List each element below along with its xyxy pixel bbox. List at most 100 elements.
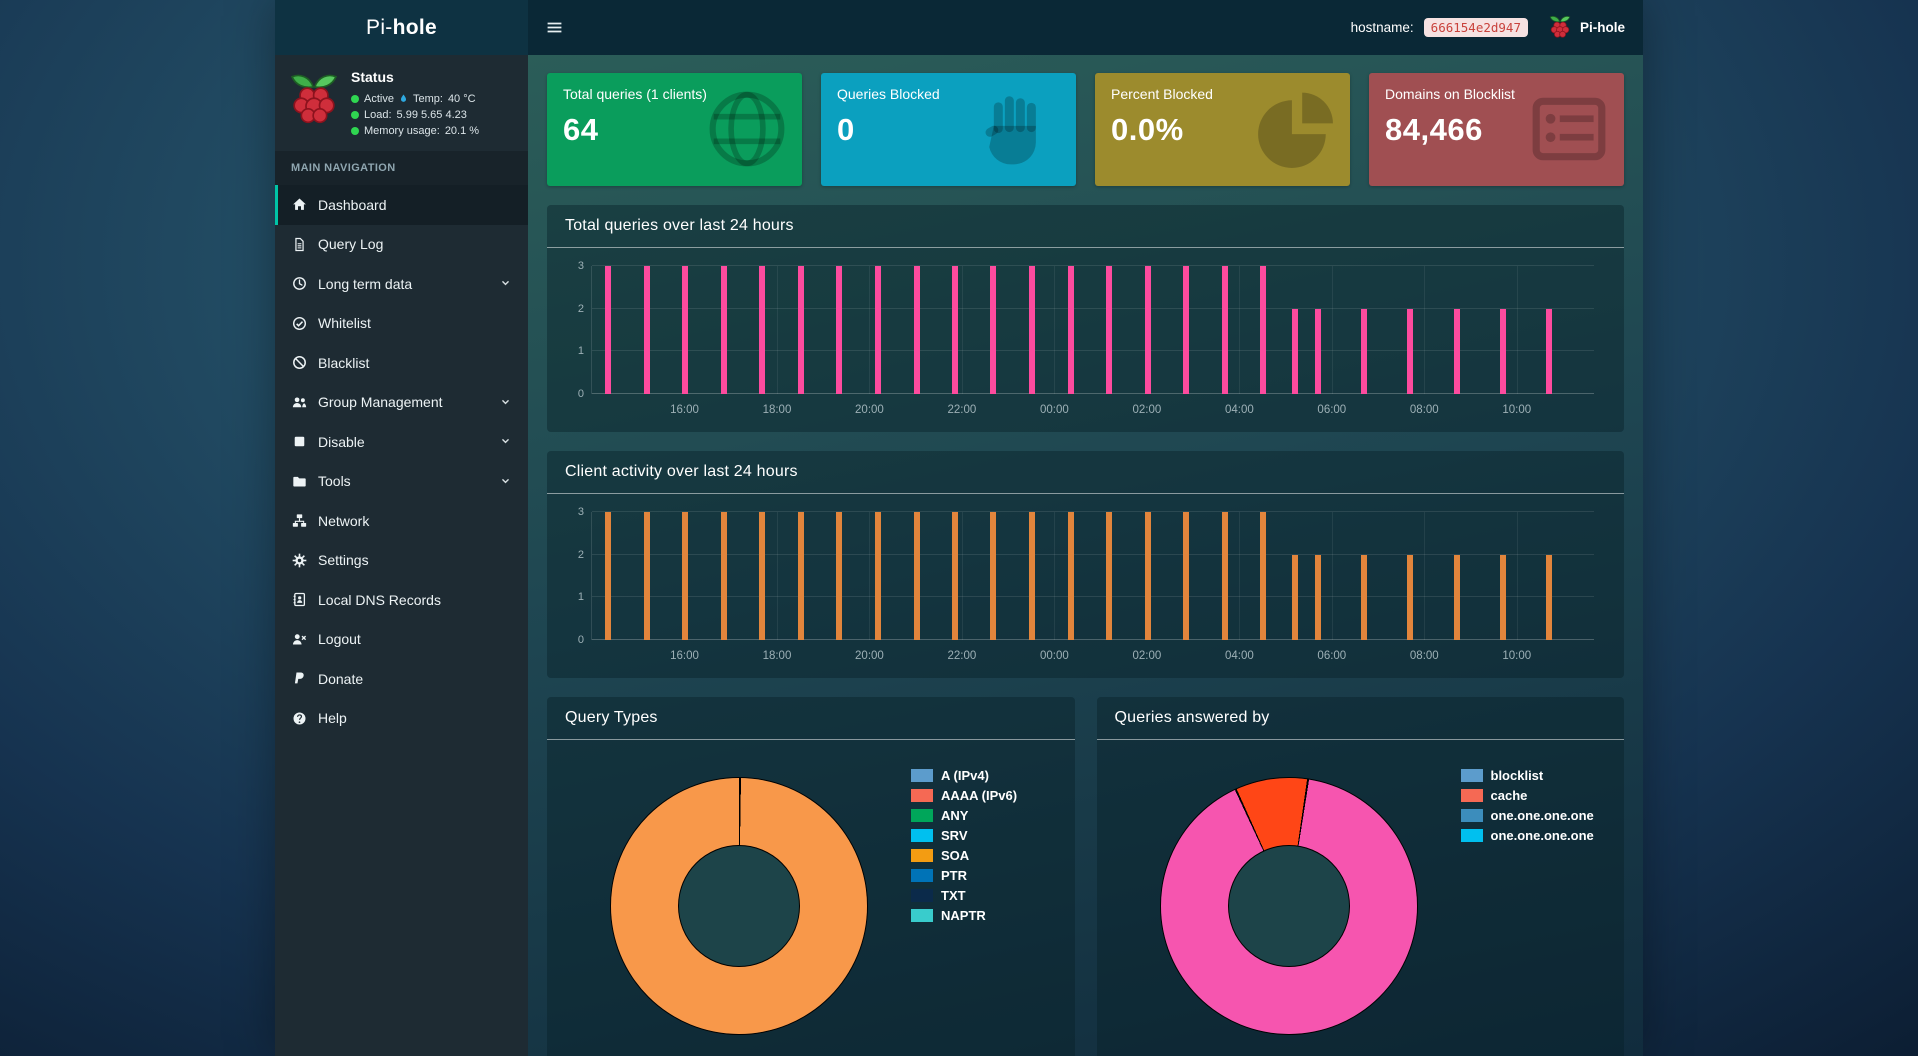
stat-card-queries-blocked[interactable]: Queries Blocked 0 (821, 73, 1076, 186)
legend-item[interactable]: SRV (911, 828, 1017, 843)
stat-card-total-queries[interactable]: Total queries (1 clients) 64 (547, 73, 802, 186)
total-queries-panel: Total queries over last 24 hours 0 1 2 3 16:… (547, 205, 1624, 432)
chart-bar (1029, 266, 1036, 394)
legend-item[interactable]: PTR (911, 868, 1017, 883)
chevron-down-icon (497, 436, 514, 447)
client-activity-chart[interactable]: 0 1 2 3 16:00 18:00 20:00 22:00 00:00 02:00 04:00 0… (578, 506, 1594, 662)
legend-swatch (911, 849, 933, 862)
sidebar-item-label: Donate (318, 670, 364, 687)
chart-bar (1407, 308, 1414, 394)
chart-bar (1067, 266, 1074, 394)
sidebar-item-query-log[interactable]: Query Log (275, 225, 528, 265)
sidebar-item-label: Query Log (318, 236, 384, 253)
legend-label: PTR (941, 868, 967, 883)
legend-label: SRV (941, 828, 968, 843)
y-tick-label: 3 (577, 506, 584, 518)
sidebar-toggle-button[interactable] (528, 0, 580, 55)
chevron-down-icon (497, 476, 514, 487)
queries-answered-donut[interactable] (1160, 778, 1417, 1034)
legend-item[interactable]: TXT (911, 888, 1017, 903)
sidebar-item-blacklist[interactable]: Blacklist (275, 343, 528, 383)
panel-body: A (IPv4) AAAA (IPv6) ANY SRV SOA PTR TXT NAPTR (547, 740, 1075, 1048)
sidebar-item-label: Dashboard (318, 196, 387, 213)
legend-item[interactable]: A (IPv4) (911, 768, 1017, 783)
chart-plot[interactable]: 0 1 2 3 16:00 18:00 20:00 22:00 00:00 02:00 04:00 0… (578, 506, 1594, 662)
legend-item[interactable]: blocklist (1460, 768, 1594, 783)
home-icon (291, 197, 308, 212)
legend-item[interactable]: SOA (911, 848, 1017, 863)
clock-icon (291, 276, 308, 291)
query-types-donut[interactable] (611, 778, 867, 1034)
chart-bar (1361, 554, 1368, 640)
sidebar-item-label: Whitelist (318, 315, 371, 332)
legend-item[interactable]: ANY (911, 808, 1017, 823)
stat-card-domains-blocklist[interactable]: Domains on Blocklist 84,466 (1369, 73, 1624, 186)
chevron-down-icon (497, 397, 514, 408)
chart-bar (1314, 308, 1321, 394)
sidebar-item-network[interactable]: Network (275, 501, 528, 541)
total-queries-chart[interactable]: 0 1 2 3 16:00 18:00 20:00 22:00 00:00 02:00 04:00 0… (578, 260, 1594, 416)
x-tick-label: 08:00 (1409, 404, 1439, 416)
chart-bar (759, 266, 766, 394)
x-tick-label: 18:00 (762, 650, 792, 662)
chart-bar (605, 512, 612, 640)
question-circle-icon (291, 711, 308, 726)
sidebar-item-settings[interactable]: Settings (275, 541, 528, 581)
chart-bar (951, 266, 958, 394)
y-tick-label: 0 (577, 388, 584, 400)
chart-plot[interactable]: 0 1 2 3 16:00 18:00 20:00 22:00 00:00 02:00 04:00 0… (578, 260, 1594, 416)
sidebar-item-dashboard[interactable]: Dashboard (275, 185, 528, 225)
panel-header: Queries answered by (1096, 697, 1624, 740)
sidebar-item-local-dns-records[interactable]: Local DNS Records (275, 580, 528, 620)
gridline-h (592, 596, 1594, 598)
chart-bar (1260, 266, 1267, 394)
legend-item[interactable]: one.one.one.one (1460, 808, 1594, 823)
brand-text-hole: hole (392, 15, 437, 39)
chart-bar (1407, 554, 1414, 640)
panel-header: Client activity over last 24 hours (547, 451, 1624, 494)
user-menu[interactable]: Pi-hole (1538, 13, 1625, 42)
gridline-v (776, 512, 778, 640)
chart-bar (913, 512, 920, 640)
sidebar-item-group-management[interactable]: Group Management (275, 383, 528, 423)
brand-text-pi: Pi- (366, 15, 393, 39)
sidebar-item-whitelist[interactable]: Whitelist (275, 304, 528, 344)
gridline-v (961, 512, 963, 640)
sidebar-item-long-term-data[interactable]: Long term data (275, 264, 528, 304)
stat-card-percent-blocked[interactable]: Percent Blocked 0.0% (1095, 73, 1350, 186)
nav-section-header: MAIN NAVIGATION (275, 151, 528, 185)
sidebar-item-donate[interactable]: Donate (275, 659, 528, 699)
query-types-legend: A (IPv4) AAAA (IPv6) ANY SRV SOA PTR TXT NAPTR (911, 768, 1017, 1034)
chart-bar (643, 266, 650, 394)
gridline-v (869, 266, 871, 394)
stat-card-value: 64 (563, 112, 599, 147)
legend-item[interactable]: NAPTR (911, 908, 1017, 923)
sidebar-item-tools[interactable]: Tools (275, 462, 528, 502)
sidebar-item-label: Disable (318, 433, 365, 450)
address-book-icon (291, 592, 308, 607)
sidebar-item-disable[interactable]: Disable (275, 422, 528, 462)
load-ok-dot (351, 111, 359, 119)
legend-item[interactable]: AAAA (IPv6) (911, 788, 1017, 803)
stat-card-value: 0 (837, 112, 855, 147)
x-tick-label: 06:00 (1317, 404, 1347, 416)
y-tick-label: 1 (577, 591, 584, 604)
legend-item[interactable]: one.one.one.one (1460, 828, 1594, 843)
brand-logo[interactable]: Pi-hole (275, 0, 528, 55)
sidebar-item-help[interactable]: Help (275, 699, 528, 739)
chart-bar (720, 266, 727, 394)
list-icon (1528, 88, 1610, 175)
queries-answered-legend: blocklist cache one.one.one.one one.one.one… (1460, 768, 1594, 1034)
chart-bar (682, 512, 689, 640)
legend-swatch (911, 889, 933, 902)
x-tick-label: 20:00 (855, 404, 884, 416)
legend-label: one.one.one.one (1490, 828, 1594, 843)
legend-item[interactable]: cache (1460, 788, 1594, 803)
gridline-v (1331, 512, 1333, 640)
chart-bar (1260, 512, 1267, 640)
sidebar-item-logout[interactable]: Logout (275, 620, 528, 660)
navbar-right: hostname: 666154e2d947 Pi-hole (1351, 13, 1643, 42)
gridline-h (592, 553, 1594, 555)
chart-bar (874, 512, 881, 640)
chart-bar (798, 512, 804, 640)
